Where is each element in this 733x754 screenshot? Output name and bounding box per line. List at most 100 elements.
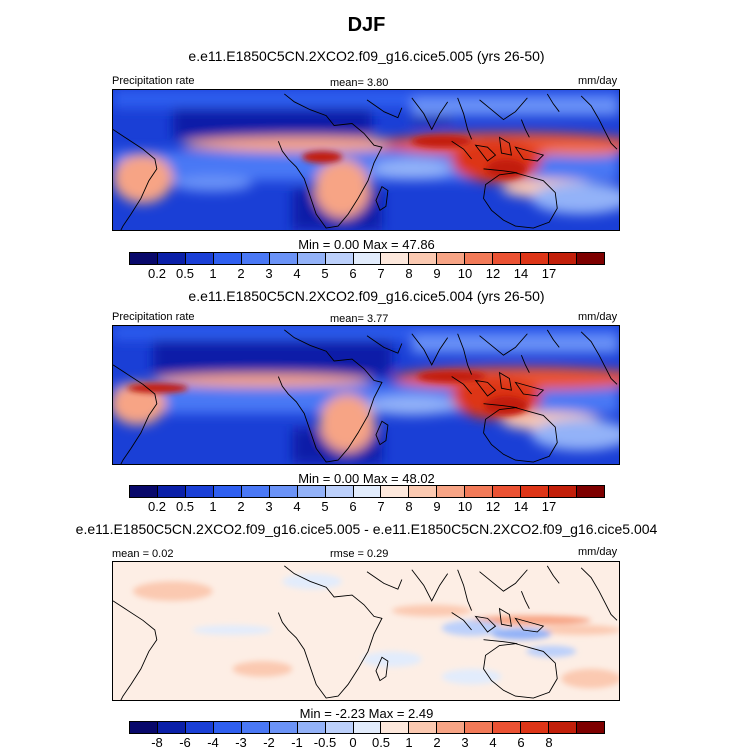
panel-2-colorbar (129, 485, 605, 498)
colorbar-swatch (297, 486, 326, 497)
colorbar-swatch (493, 722, 522, 733)
colorbar-swatch (437, 486, 466, 497)
colorbar-tick-label: 2 (237, 266, 245, 281)
colorbar-tick-label: 10 (457, 499, 473, 514)
colorbar-swatch (325, 253, 354, 264)
colorbar-swatch (213, 722, 242, 733)
colorbar-swatch (325, 722, 354, 733)
panel-1-units-label: mm/day (578, 75, 618, 87)
colorbar-swatch (241, 253, 270, 264)
colorbar-tick-label: 8 (405, 266, 413, 281)
colorbar-tick-label: -2 (263, 735, 275, 750)
colorbar-tick-label: 0.2 (147, 499, 167, 514)
colorbar-swatch (269, 722, 298, 733)
colorbar-tick-label: 10 (457, 266, 473, 281)
colorbar-tick-label: 3 (265, 266, 273, 281)
colorbar-tick-label: 0.5 (371, 735, 391, 750)
colorbar-swatch (521, 486, 550, 497)
colorbar-tick-label: 4 (293, 499, 301, 514)
colorbar-swatch (409, 486, 438, 497)
colorbar-tick-label: -3 (235, 735, 247, 750)
colorbar-swatch (353, 722, 382, 733)
colorbar-swatch (465, 253, 494, 264)
panel-3-title: e.e11.E1850C5CN.2XCO2.f09_g16.cice5.005 … (75, 521, 658, 537)
colorbar-swatch (493, 486, 522, 497)
colorbar-tick-label: -1 (291, 735, 303, 750)
panel-3-minmax: Min = -2.23 Max = 2.49 (299, 706, 434, 721)
panel-1-title: e.e11.E1850C5CN.2XCO2.f09_g16.cice5.005 … (188, 48, 545, 64)
colorbar-tick-label: 7 (377, 499, 385, 514)
colorbar-tick-label: 1 (209, 499, 217, 514)
colorbar-tick-label: 12 (485, 266, 501, 281)
colorbar-tick-label: 6 (349, 499, 357, 514)
colorbar-swatch (409, 722, 438, 733)
panel-1-minmax: Min = 0.00 Max = 47.86 (298, 237, 435, 252)
colorbar-swatch (521, 253, 550, 264)
colorbar-swatch (549, 253, 577, 264)
colorbar-tick-label: 2 (433, 735, 441, 750)
colorbar-swatch (130, 486, 158, 497)
colorbar-tick-label: 0.2 (147, 266, 167, 281)
colorbar-swatch (381, 722, 410, 733)
colorbar-swatch (213, 486, 242, 497)
colorbar-swatch (185, 722, 214, 733)
panel-3-units-label: mm/day (578, 546, 618, 558)
panel-2-map (112, 325, 620, 465)
colorbar-tick-label: 4 (293, 266, 301, 281)
colorbar-swatch (549, 486, 577, 497)
colorbar-tick-label: -8 (151, 735, 163, 750)
colorbar-tick-label: 17 (541, 499, 557, 514)
colorbar-swatch (381, 486, 410, 497)
colorbar-swatch (213, 253, 242, 264)
colorbar-tick-label: 0 (349, 735, 357, 750)
colorbar-swatch (437, 722, 466, 733)
colorbar-tick-label: -0.5 (313, 735, 337, 750)
panel-2-colorbar-ticks: 0.2 0.5 1 2 3 4 5 6 7 8 9 10 12 14 17 (129, 499, 605, 515)
colorbar-swatch (493, 253, 522, 264)
panel-1-mean-label: mean= 3.80 (330, 77, 389, 89)
colorbar-tick-label: 14 (513, 499, 529, 514)
colorbar-tick-label: -4 (207, 735, 219, 750)
colorbar-tick-label: 6 (517, 735, 525, 750)
colorbar-swatch (297, 253, 326, 264)
colorbar-tick-label: 17 (541, 266, 557, 281)
colorbar-tick-label: 5 (321, 499, 329, 514)
colorbar-swatch (465, 486, 494, 497)
colorbar-tick-label: 14 (513, 266, 529, 281)
colorbar-tick-label: 9 (433, 499, 441, 514)
colorbar-tick-label: 9 (433, 266, 441, 281)
panel-2-minmax: Min = 0.00 Max = 48.02 (298, 471, 435, 486)
colorbar-tick-label: 0.5 (175, 499, 195, 514)
colorbar-tick-label: 1 (405, 735, 413, 750)
colorbar-tick-label: -6 (179, 735, 191, 750)
colorbar-tick-label: 3 (461, 735, 469, 750)
colorbar-tick-label: 5 (321, 266, 329, 281)
season-title: DJF (347, 14, 386, 36)
panel-1-map (112, 89, 620, 231)
colorbar-swatch (297, 722, 326, 733)
colorbar-swatch (521, 722, 550, 733)
colorbar-tick-label: 0.5 (175, 266, 195, 281)
colorbar-swatch (409, 253, 438, 264)
panel-3-mean-label: mean = 0.02 (112, 548, 174, 560)
colorbar-swatch (577, 486, 604, 497)
colorbar-tick-label: 8 (405, 499, 413, 514)
colorbar-tick-label: 2 (237, 499, 245, 514)
colorbar-swatch (157, 253, 186, 264)
panel-3-rmse-label: rmse = 0.29 (330, 548, 389, 560)
colorbar-tick-label: 6 (349, 266, 357, 281)
colorbar-swatch (241, 486, 270, 497)
colorbar-swatch (549, 722, 577, 733)
colorbar-swatch (130, 253, 158, 264)
panel-1-colorbar-ticks: 0.2 0.5 1 2 3 4 5 6 7 8 9 10 12 14 17 (129, 266, 605, 282)
colorbar-swatch (577, 253, 604, 264)
colorbar-tick-label: 7 (377, 266, 385, 281)
colorbar-swatch (157, 722, 186, 733)
colorbar-swatch (241, 722, 270, 733)
panel-3-colorbar (129, 721, 605, 734)
colorbar-swatch (269, 253, 298, 264)
panel-2-units-label: mm/day (578, 311, 618, 323)
colorbar-swatch (130, 722, 158, 733)
colorbar-swatch (577, 722, 604, 733)
colorbar-swatch (185, 253, 214, 264)
